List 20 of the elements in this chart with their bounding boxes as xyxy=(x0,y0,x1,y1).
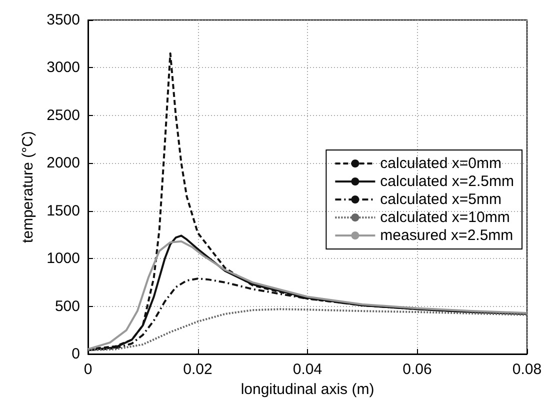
x-axis-title: longitudinal axis (m) xyxy=(240,380,374,398)
y-tick-label: 1500 xyxy=(46,202,80,220)
x-tick-label: 0.06 xyxy=(402,361,432,378)
x-tick-label: 0.08 xyxy=(512,361,542,378)
y-tick-label: 1000 xyxy=(46,250,80,268)
y-tick-label: 2000 xyxy=(46,154,80,172)
y-tick-label: 0 xyxy=(72,346,80,362)
legend-label: calculated x=0mm xyxy=(380,155,502,172)
y-axis-title: temperature (°C) xyxy=(20,131,37,243)
legend-label: calculated x=10mm xyxy=(380,209,510,226)
x-tick-label: 0.04 xyxy=(292,361,322,378)
legend-label: calculated x=2.5mm xyxy=(380,173,514,190)
y-tick-label: 3000 xyxy=(46,59,80,76)
x-tick-label: 0.02 xyxy=(183,361,212,378)
legend-label: calculated x=5mm xyxy=(380,191,502,208)
x-tick-label: 0 xyxy=(84,361,92,378)
legend-label: measured x=2.5mm xyxy=(380,227,514,244)
y-tick-label: 2500 xyxy=(46,106,80,124)
y-tick-label: 500 xyxy=(54,298,80,315)
y-tick-label: 3500 xyxy=(46,12,80,28)
